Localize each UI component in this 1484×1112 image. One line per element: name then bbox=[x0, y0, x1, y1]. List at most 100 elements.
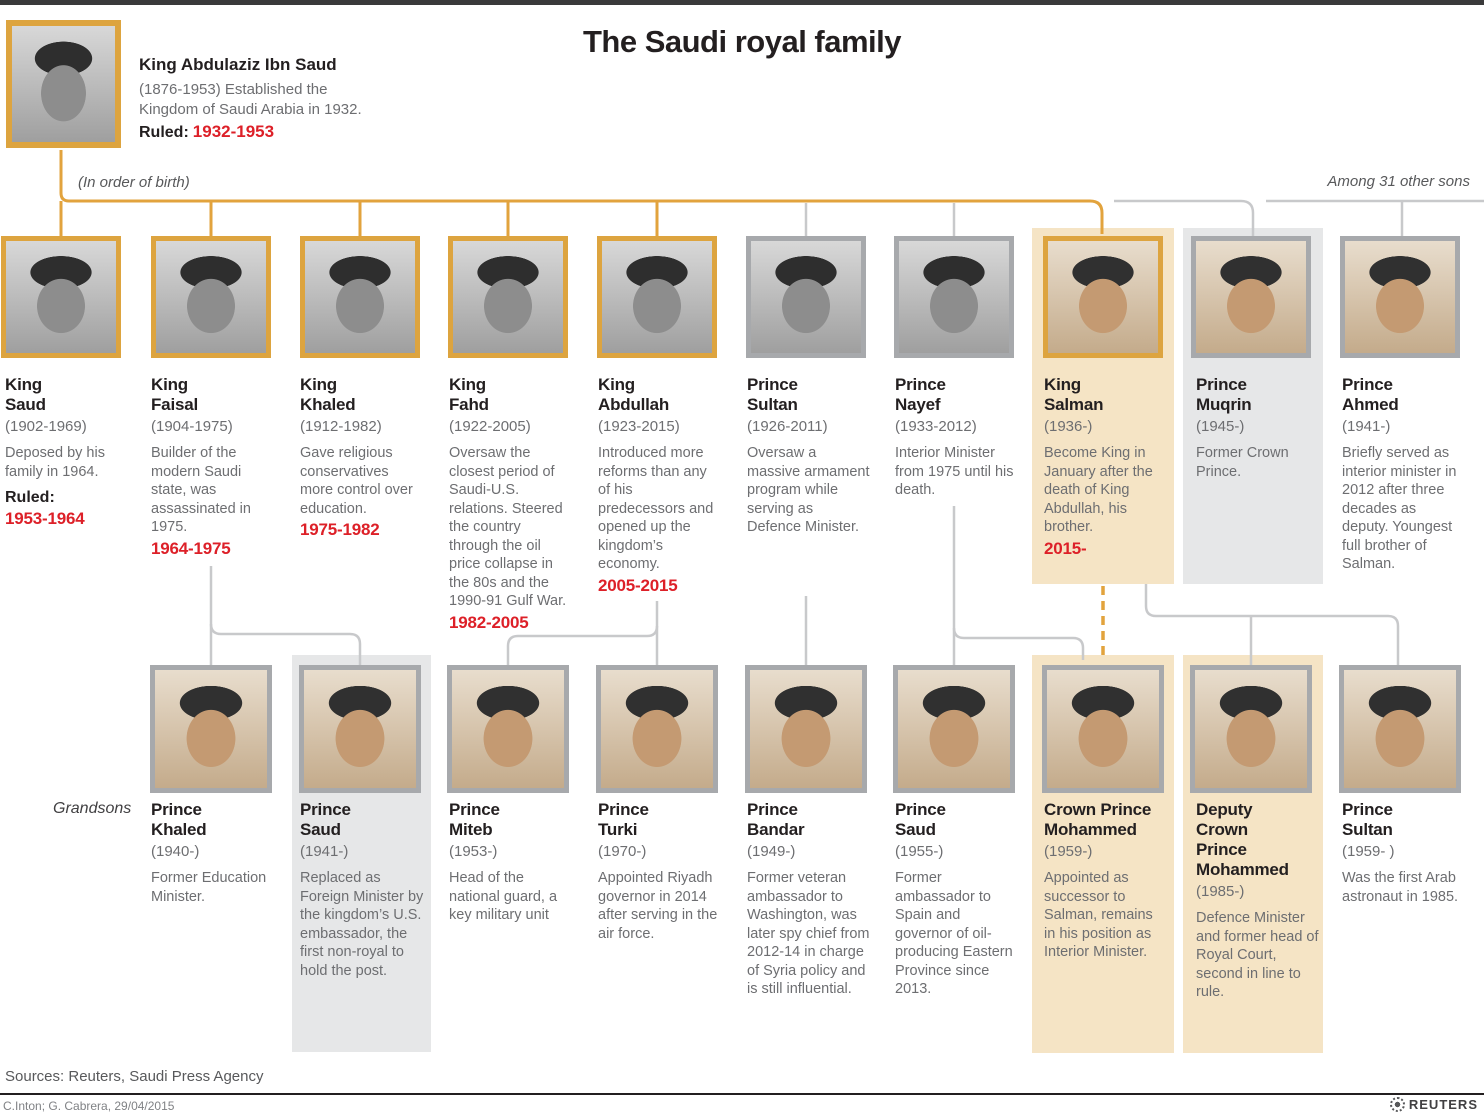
person-years: (1959-) bbox=[1044, 843, 1093, 861]
person-desc: Appointed as successor to Salman, remain… bbox=[1044, 870, 1153, 961]
credit-line: C.Inton; G. Cabrera, 29/04/2015 bbox=[3, 1099, 175, 1112]
card-prince-khaled: Prince Khaled (1940-) Former Education M… bbox=[151, 800, 275, 906]
person-desc: Oversaw a massive armament program while… bbox=[747, 445, 870, 536]
person-years: (1922-2005) bbox=[449, 418, 531, 436]
person-years: (1912-1982) bbox=[300, 418, 382, 436]
person-name: Prince Khaled bbox=[151, 800, 207, 840]
footer-divider bbox=[0, 1093, 1484, 1095]
photo-prince-sultan bbox=[746, 236, 866, 358]
person-desc: Gave religious conservatives more contro… bbox=[300, 445, 413, 517]
person-reign-years: 1975-1982 bbox=[300, 520, 380, 540]
person-years: (1923-2015) bbox=[598, 418, 680, 436]
person-name: Prince Miteb bbox=[449, 800, 500, 840]
gold-king-lines bbox=[59, 150, 1104, 236]
card-prince-bandar: Prince Bandar (1949-) Former veteran amb… bbox=[747, 800, 871, 999]
photo-king-khaled bbox=[300, 236, 420, 358]
person-name: Prince Turki bbox=[598, 800, 649, 840]
person-ruled-label: Ruled: bbox=[5, 489, 55, 507]
card-crown-prince-mohammed: Crown Prince Mohammed (1959-) Appointed … bbox=[1044, 800, 1168, 962]
person-name: King Salman bbox=[1044, 375, 1104, 415]
photo-prince-sultan-salman bbox=[1339, 665, 1461, 793]
person-years: (1941-) bbox=[300, 843, 349, 861]
top-bar bbox=[0, 0, 1484, 5]
person-years: (1933-2012) bbox=[895, 418, 977, 436]
card-prince-muqrin: Prince Muqrin (1945-) Former Crown Princ… bbox=[1196, 375, 1320, 481]
person-years: (1941-) bbox=[1342, 418, 1391, 436]
reuters-logo: REUTERS bbox=[1389, 1097, 1478, 1112]
person-reign-years: 2005-2015 bbox=[598, 575, 678, 595]
person-years: (1902-1969) bbox=[5, 418, 87, 436]
photo-king-abdullah bbox=[597, 236, 717, 358]
card-king-faisal: King Faisal (1904-1975) Builder of the m… bbox=[151, 375, 275, 559]
card-prince-saud-faisal: Prince Saud (1941-) Replaced as Foreign … bbox=[300, 800, 424, 980]
person-name: King Abdullah bbox=[598, 375, 670, 415]
photo-prince-saud-nayef bbox=[893, 665, 1015, 793]
person-years: (1949-) bbox=[747, 843, 796, 861]
photo-king-fahd bbox=[448, 236, 568, 358]
person-name: Crown Prince Mohammed bbox=[1044, 800, 1152, 840]
person-years: (1953-) bbox=[449, 843, 498, 861]
person-name: Deputy Crown Prince Mohammed bbox=[1196, 800, 1289, 880]
reuters-globe-icon bbox=[1389, 1097, 1405, 1112]
page-title: The Saudi royal family bbox=[582, 24, 902, 59]
person-desc: Replaced as Foreign Minister by the king… bbox=[300, 870, 424, 979]
person-name: Prince Saud bbox=[300, 800, 351, 840]
card-prince-sultan: Prince Sultan (1926-2011) Oversaw a mass… bbox=[747, 375, 871, 537]
person-years: (1955-) bbox=[895, 843, 944, 861]
person-name: King Faisal bbox=[151, 375, 198, 415]
card-king-salman: King Salman (1936-) Become King in Janua… bbox=[1044, 375, 1168, 559]
founder-ruled-label: Ruled: bbox=[139, 124, 189, 141]
person-name: King Khaled bbox=[300, 375, 356, 415]
person-reign-years: 1982-2005 bbox=[449, 613, 529, 633]
card-prince-saud-nayef: Prince Saud (1955-) Former ambassador to… bbox=[895, 800, 1019, 999]
card-king-fahd: King Fahd (1922-2005) Oversaw the closes… bbox=[449, 375, 573, 633]
card-king-saud: King Saud (1902-1969) Deposed by his fam… bbox=[5, 375, 129, 529]
person-years: (1945-) bbox=[1196, 418, 1245, 436]
card-prince-miteb: Prince Miteb (1953-) Head of the nationa… bbox=[449, 800, 573, 925]
founder-desc: (1876-1953) Established the Kingdom of S… bbox=[139, 81, 362, 119]
founder-name: King Abdulaziz Ibn Saud bbox=[139, 55, 337, 74]
person-name: Prince Muqrin bbox=[1196, 375, 1252, 415]
person-desc: Former Crown Prince. bbox=[1196, 445, 1289, 480]
person-name: Prince Saud bbox=[895, 800, 946, 840]
card-prince-turki: Prince Turki (1970-) Appointed Riyadh go… bbox=[598, 800, 722, 943]
person-years: (1985-) bbox=[1196, 883, 1245, 901]
card-prince-sultan-salman: Prince Sultan (1959- ) Was the first Ara… bbox=[1342, 800, 1466, 906]
photo-king-saud bbox=[1, 236, 121, 358]
person-reign-years: 2015- bbox=[1044, 538, 1087, 558]
person-reign-years: 1964-1975 bbox=[151, 538, 231, 558]
card-king-abdullah: King Abdullah (1923-2015) Introduced mor… bbox=[598, 375, 722, 596]
grandsons-label: Grandsons bbox=[53, 800, 132, 817]
photo-prince-ahmed bbox=[1340, 236, 1460, 358]
card-prince-nayef: Prince Nayef (1933-2012) Interior Minist… bbox=[895, 375, 1019, 500]
person-name: Prince Ahmed bbox=[1342, 375, 1399, 415]
person-desc: Become King in January after the death o… bbox=[1044, 445, 1153, 536]
person-name: King Fahd bbox=[449, 375, 489, 415]
card-deputy-crown-prince-mohammed: Deputy Crown Prince Mohammed (1985-) Def… bbox=[1196, 800, 1320, 1002]
person-desc: Was the first Arab astronaut in 1985. bbox=[1342, 870, 1459, 905]
person-desc: Appointed Riyadh governor in 2014 after … bbox=[598, 870, 718, 942]
person-years: (1926-2011) bbox=[747, 418, 828, 436]
photo-king-faisal bbox=[151, 236, 271, 358]
person-years: (1940-) bbox=[151, 843, 200, 861]
person-desc: Deposed by his family in 1964. bbox=[5, 445, 105, 480]
person-name: Prince Nayef bbox=[895, 375, 946, 415]
photo-prince-nayef bbox=[894, 236, 1014, 358]
person-desc: Former ambassador to Spain and governor … bbox=[895, 870, 1013, 998]
person-years: (1904-1975) bbox=[151, 418, 233, 436]
person-desc: Defence Minister and former head of Roya… bbox=[1196, 910, 1319, 1001]
person-name: Prince Sultan bbox=[747, 375, 798, 415]
person-desc: Interior Minister from 1975 until his de… bbox=[895, 445, 1014, 499]
order-of-birth-note: (In order of birth) bbox=[78, 174, 190, 191]
person-desc: Former veteran ambassador to Washington,… bbox=[747, 870, 870, 998]
card-prince-ahmed: Prince Ahmed (1941-) Briefly served as i… bbox=[1342, 375, 1466, 574]
person-desc: Builder of the modern Saudi state, was a… bbox=[151, 445, 251, 536]
photo-king-salman bbox=[1043, 236, 1163, 358]
person-desc: Introduced more reforms than any of his … bbox=[598, 445, 714, 573]
other-sons-note: Among 31 other sons bbox=[1327, 173, 1470, 190]
photo-prince-miteb bbox=[447, 665, 569, 793]
person-desc: Former Education Minister. bbox=[151, 870, 267, 905]
person-years: (1959- ) bbox=[1342, 843, 1395, 861]
person-years: (1970-) bbox=[598, 843, 647, 861]
